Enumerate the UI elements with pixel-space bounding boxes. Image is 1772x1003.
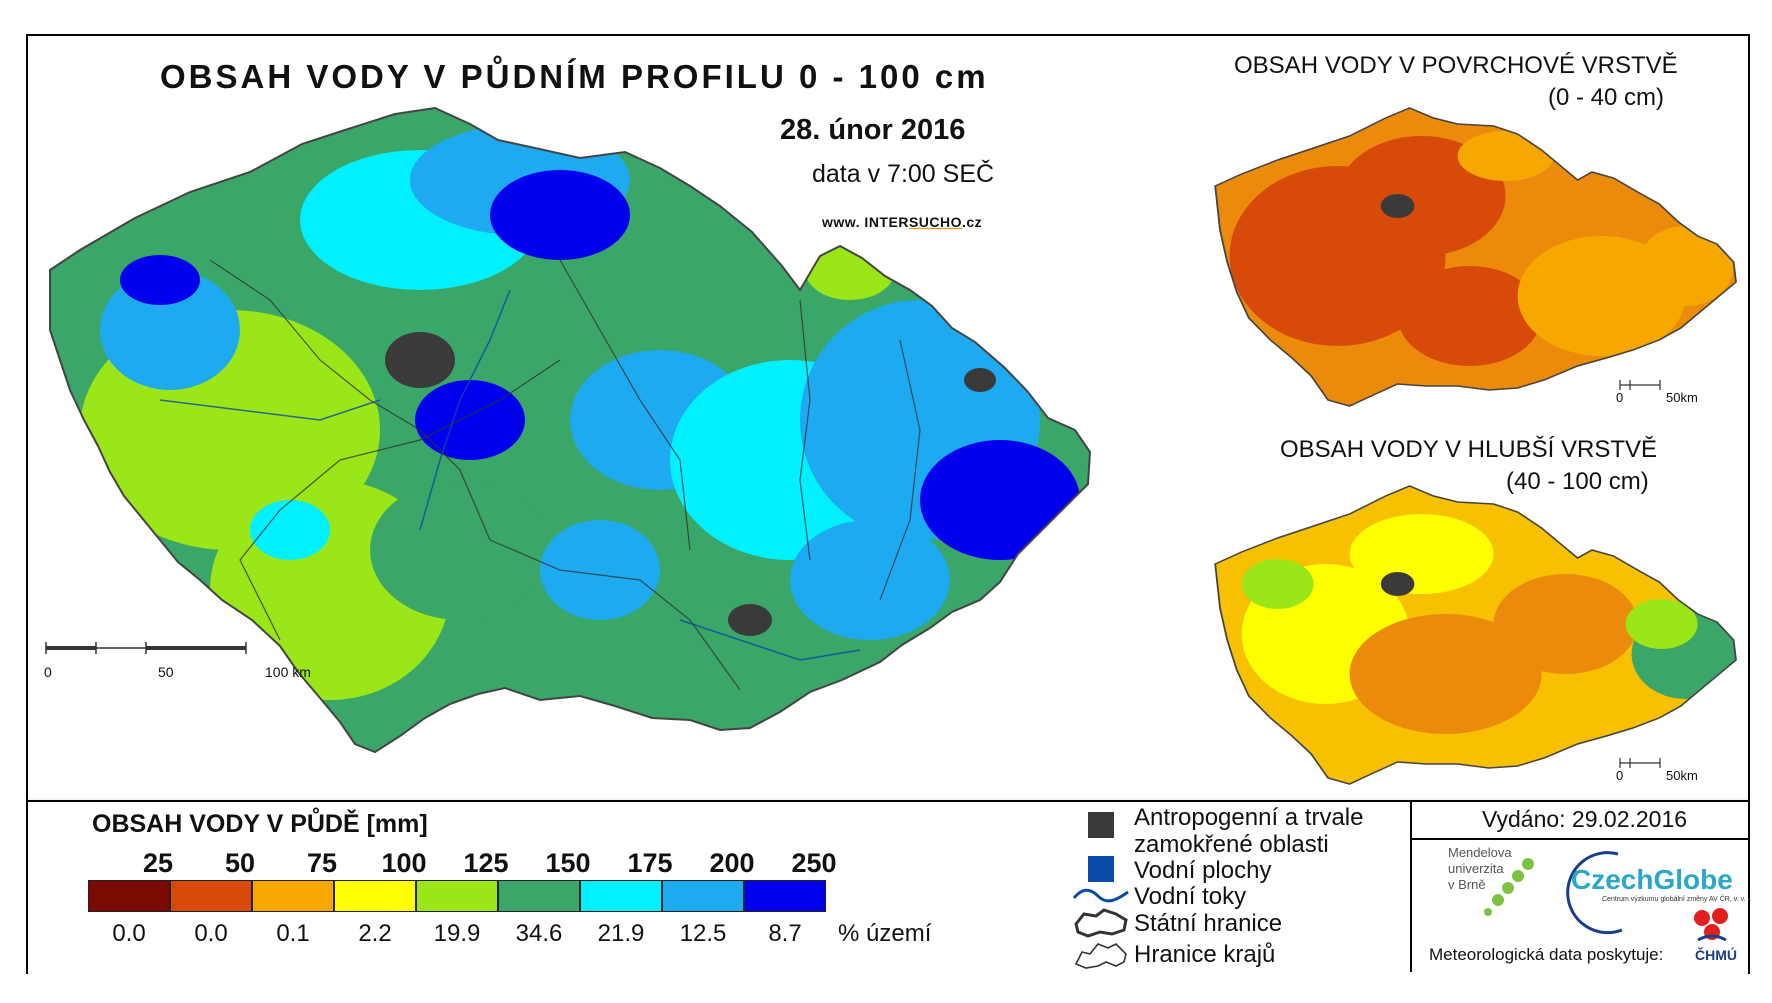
- legend-percent-label: 8.7: [768, 920, 802, 947]
- legend-break-label: 200: [709, 848, 755, 878]
- inset-deep-map: [1214, 485, 1737, 785]
- legend-swatch: [416, 880, 498, 912]
- main-map-date: 28. únor 2016: [780, 114, 966, 146]
- rivers-label: Vodní toky: [1134, 883, 1247, 910]
- main-map-title: OBSAH VODY V PŮDNÍM PROFILU 0 - 100 cm: [160, 58, 989, 95]
- legend-swatch: [252, 880, 334, 912]
- inset-surface-scale-50: 50km: [1666, 390, 1698, 405]
- anthropogenic-label-line2: zamokřené oblasti: [1134, 831, 1329, 858]
- legend-break-label: 25: [142, 848, 174, 878]
- legend-swatch: [662, 880, 744, 912]
- main-map: [45, 106, 1092, 754]
- legend-break-label: 125: [463, 848, 509, 878]
- legend-percent-label: 2.2: [358, 920, 392, 947]
- legend-swatch: [88, 880, 170, 912]
- legend-percent-label: 0.0: [112, 920, 146, 947]
- inset-surface-map: [1214, 107, 1737, 407]
- chmu-logo-icon: [1694, 908, 1728, 942]
- region-border-icon: [1074, 943, 1127, 969]
- legend-swatch: [498, 880, 580, 912]
- inset-deep-scale-0: 0: [1616, 768, 1624, 783]
- legend-percent-label: 0.1: [276, 920, 310, 947]
- mendel-dots-logo: [1484, 858, 1534, 916]
- main-map-time: data v 7:00 SEČ: [812, 160, 995, 188]
- website-highlight: SUCHO: [908, 214, 962, 230]
- inset-deep-title: OBSAH VODY V HLUBŠÍ VRSTVĚ: [1280, 436, 1658, 463]
- legend-swatch: [334, 880, 416, 912]
- legend-title: OBSAH VODY V PŮDĚ [mm]: [92, 810, 428, 838]
- legend-break-label: 250: [791, 848, 837, 878]
- legend-swatch: [744, 880, 826, 912]
- legend-percent-label: 0.0: [194, 920, 228, 947]
- inset-deep-subtitle: (40 - 100 cm): [1506, 468, 1649, 495]
- legend-break-label: 50: [224, 848, 256, 878]
- anthropogenic-swatch: [1088, 812, 1114, 838]
- legend-percent-label: 12.5: [679, 920, 727, 947]
- legend-swatch: [580, 880, 662, 912]
- river-line-icon: [1072, 888, 1129, 903]
- legend-break-label: 100: [381, 848, 427, 878]
- inset-surface-subtitle: (0 - 40 cm): [1548, 84, 1665, 111]
- czechglobe-subtitle: Centrum výzkumu globální změny AV ČR, v.…: [1602, 896, 1751, 903]
- inset-surface-title: OBSAH VODY V POVRCHOVÉ VRSTVĚ: [1234, 52, 1678, 79]
- legend-swatch: [170, 880, 252, 912]
- legend-percent-label: 34.6: [515, 920, 563, 947]
- main-scale-label-0: 0: [44, 664, 52, 680]
- state-border-label: Státní hranice: [1134, 910, 1283, 937]
- chmu-label: ČHMÚ: [1695, 947, 1737, 963]
- anthropogenic-area-symbol: [1088, 812, 1114, 838]
- water-bodies-label: Vodní plochy: [1134, 857, 1272, 884]
- legend-break-label: 175: [627, 848, 673, 878]
- water-bodies-swatch: [1088, 856, 1114, 882]
- anthropogenic-label-line1: Antropogenní a trvale: [1134, 804, 1364, 831]
- legend-percent-label: 19.9: [433, 920, 481, 947]
- region-border-label: Hranice krajů: [1134, 941, 1276, 968]
- credits-divider: [1412, 838, 1748, 840]
- legend-break-label: 75: [306, 848, 338, 878]
- water-bodies-symbol: [1088, 856, 1114, 882]
- meteo-data-credit: Meteorologická data poskytuje:: [1429, 945, 1664, 964]
- inset-deep-scale-50: 50km: [1666, 768, 1698, 783]
- main-scale-label-50: 50: [158, 664, 174, 680]
- czechglobe-logo-text: CzechGlobe: [1571, 864, 1733, 895]
- inset-surface-scale-0: 0: [1616, 390, 1624, 405]
- czechglobe-swoosh-icon: [1566, 851, 1623, 935]
- credits-box: [1410, 800, 1748, 972]
- website-prefix: www. INTER: [822, 214, 909, 230]
- mendel-university-logo-text: Mendelova univerzita v Brně: [1448, 845, 1512, 892]
- main-scale-label-100: 100 km: [265, 664, 311, 680]
- legend-percent-unit: % území: [838, 920, 932, 947]
- legend-percent-label: 21.9: [597, 920, 645, 947]
- issued-date: Vydáno: 29.02.2016: [1482, 806, 1688, 832]
- state-border-icon: [1074, 908, 1128, 938]
- legend-break-label: 150: [545, 848, 591, 878]
- website-suffix: .cz: [962, 214, 983, 230]
- website-label: www. INTERSUCHO.cz: [822, 214, 982, 230]
